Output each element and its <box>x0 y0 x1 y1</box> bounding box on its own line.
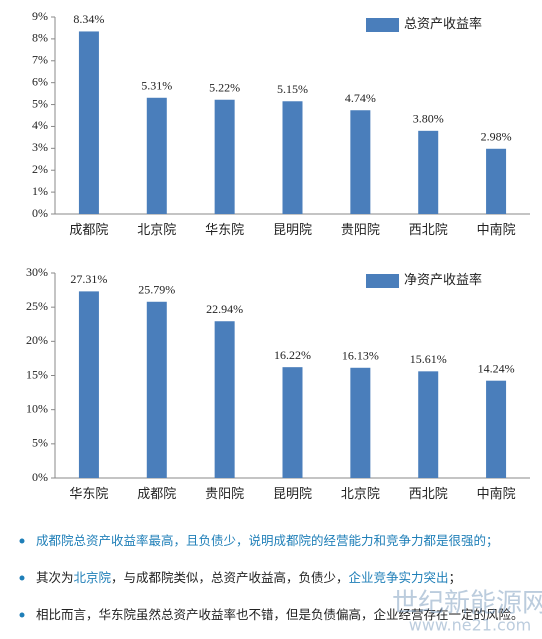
bar <box>146 301 167 478</box>
bar <box>486 148 507 214</box>
x-tick-label: 西北院 <box>409 222 448 237</box>
x-tick-label: 西北院 <box>409 486 448 501</box>
x-tick-label: 北京院 <box>137 222 176 237</box>
legend-swatch <box>366 18 399 32</box>
legend-label: 总资产收益率 <box>404 16 482 31</box>
y-tick-label: 3% <box>32 140 48 154</box>
y-tick-label: 20% <box>26 333 48 347</box>
y-tick-label: 25% <box>26 299 48 313</box>
value-label: 4.74% <box>345 91 376 105</box>
y-tick-label: 2% <box>32 162 48 176</box>
bar <box>78 31 99 214</box>
x-tick-label: 中南院 <box>477 222 516 237</box>
x-tick-label: 贵阳院 <box>205 486 244 501</box>
bar <box>78 291 99 478</box>
value-label: 3.80% <box>413 112 444 126</box>
bullet-text: 相比而言，华东院虽然总资产收益率也不错，但是负债偏高，企业经营存在一定的风险。 <box>36 607 524 622</box>
bar <box>350 367 371 478</box>
bullet-dot <box>19 538 25 544</box>
x-tick-label: 华东院 <box>205 222 244 237</box>
bar <box>486 380 507 478</box>
value-label: 2.98% <box>481 130 512 144</box>
y-tick-label: 6% <box>32 74 48 88</box>
y-tick-label: 5% <box>32 96 48 110</box>
bar <box>350 110 371 214</box>
y-tick-label: 9% <box>32 9 48 23</box>
x-tick-label: 贵阳院 <box>341 222 380 237</box>
x-tick-label: 北京院 <box>341 486 380 501</box>
y-tick-label: 0% <box>32 206 48 220</box>
value-label: 5.15% <box>277 82 308 96</box>
y-tick-label: 1% <box>32 184 48 198</box>
y-tick-label: 0% <box>32 470 48 484</box>
bar <box>214 99 235 214</box>
y-tick-label: 15% <box>26 367 48 381</box>
bullet-segment: ； <box>449 570 462 585</box>
legend-label: 净资产收益率 <box>404 272 482 287</box>
y-tick-label: 30% <box>26 265 48 279</box>
bar <box>282 101 303 214</box>
value-label: 16.22% <box>274 348 311 362</box>
x-tick-label: 中南院 <box>477 486 516 501</box>
bullet-segment: 其次为 <box>36 570 74 585</box>
bar <box>146 97 167 214</box>
legend-swatch <box>366 274 399 288</box>
watermark: 世纪新能源网 <box>392 589 542 619</box>
value-label: 27.31% <box>70 272 107 286</box>
y-tick-label: 4% <box>32 118 48 132</box>
x-tick-label: 成都院 <box>137 486 176 501</box>
x-tick-label: 华东院 <box>69 486 108 501</box>
x-tick-label: 昆明院 <box>273 486 312 501</box>
y-tick-label: 10% <box>26 401 48 415</box>
bullet-dot <box>19 575 25 581</box>
bar <box>418 130 439 214</box>
value-label: 5.22% <box>209 80 240 94</box>
bullet-segment: 相比而言，华东院虽然总资产收益率也不错，但是负债偏高，企业经营存在一定的风险。 <box>36 607 524 622</box>
y-tick-label: 5% <box>32 436 48 450</box>
bullet-dot <box>19 612 25 618</box>
bar <box>418 371 439 478</box>
x-tick-label: 成都院 <box>69 222 108 237</box>
value-label: 22.94% <box>206 302 243 316</box>
bullet-segment: ，与成都院类似，总资产收益高，负债少， <box>111 570 349 585</box>
y-tick-label: 8% <box>32 31 48 45</box>
value-label: 15.61% <box>410 352 447 366</box>
bullet-text: 其次为北京院，与成都院类似，总资产收益高，负债少，企业竞争实力突出； <box>36 570 461 585</box>
watermark-url: www.ne21.com <box>409 616 531 635</box>
bar <box>282 367 303 478</box>
value-label: 25.79% <box>138 283 175 297</box>
bullet-segment: 北京院 <box>74 570 112 585</box>
x-tick-label: 昆明院 <box>273 222 312 237</box>
value-label: 8.34% <box>73 12 104 26</box>
bar <box>214 321 235 478</box>
value-label: 16.13% <box>342 349 379 363</box>
bullet-segment: 成都院总资产收益率最高，且负债少，说明成都院的经营能力和竞争力都是很强的； <box>36 533 499 548</box>
value-label: 5.31% <box>141 79 172 93</box>
bullet-text: 成都院总资产收益率最高，且负债少，说明成都院的经营能力和竞争力都是很强的； <box>36 533 499 548</box>
y-tick-label: 7% <box>32 53 48 67</box>
bullet-segment: 企业竞争实力突出 <box>349 570 449 585</box>
value-label: 14.24% <box>478 361 515 375</box>
